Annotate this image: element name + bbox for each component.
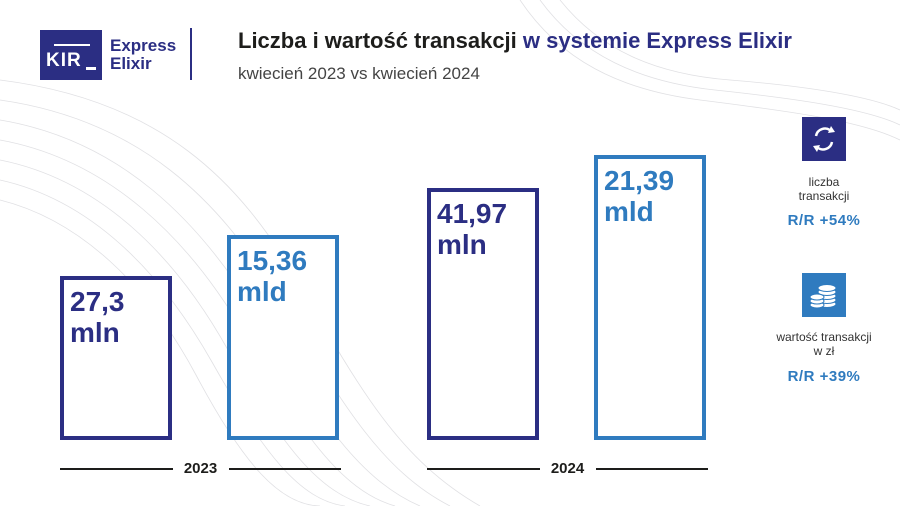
coins-stack-icon (802, 273, 846, 317)
logo-bar (54, 44, 90, 46)
kpi-label-value: wartość transakcji w zł (762, 330, 886, 358)
bar-value-2023 (227, 235, 339, 440)
kpi-value-count: R/R +54% (787, 212, 861, 229)
axis-line-right-2023 (228, 468, 341, 470)
kpi-label-count: liczba transakcji (762, 175, 886, 203)
bar-count-2024 (427, 188, 539, 440)
page-title: Liczba i wartość transakcji w systemie E… (238, 28, 792, 54)
exchange-arrows-icon (802, 117, 846, 161)
kpi-label-count-line2: transakcji (798, 189, 850, 203)
kpi-label-value-line2: w zł (813, 344, 835, 358)
category-label-2024: 2024 (550, 460, 585, 477)
kpi-value-amount: R/R +39% (787, 368, 861, 385)
bar-label-count-2024: 41,97 mln (437, 198, 508, 260)
logo-kir-text: KIR (46, 50, 82, 71)
category-label-2023: 2023 (183, 460, 218, 477)
axis-line-left-2023 (60, 468, 173, 470)
logo-express-elixir: Express Elixir (110, 37, 176, 73)
logo-line1: Express (110, 36, 177, 55)
title-part1: Liczba i wartość transakcji (238, 28, 517, 53)
logo-dash (86, 67, 96, 70)
bar-label-count-2023: 27,3 mln (70, 286, 125, 348)
bar-label-value-2023: 15,36 mld (237, 245, 308, 307)
page-subtitle: kwiecień 2023 vs kwiecień 2024 (238, 64, 480, 83)
bar-value-2024 (594, 155, 706, 440)
logo-divider (190, 28, 192, 80)
logo-line2: Elixir (110, 54, 152, 73)
kpi-label-count-line1: liczba (808, 175, 840, 189)
bar-count-2023 (60, 276, 172, 440)
axis-line-right-2024 (595, 468, 708, 470)
kpi-label-value-line1: wartość transakcji (776, 330, 872, 344)
bar-label-value-2024: 21,39 mld (604, 165, 675, 227)
kir-logo (40, 30, 102, 80)
axis-line-left-2024 (427, 468, 540, 470)
title-part2: w systemie Express Elixir (522, 28, 792, 53)
